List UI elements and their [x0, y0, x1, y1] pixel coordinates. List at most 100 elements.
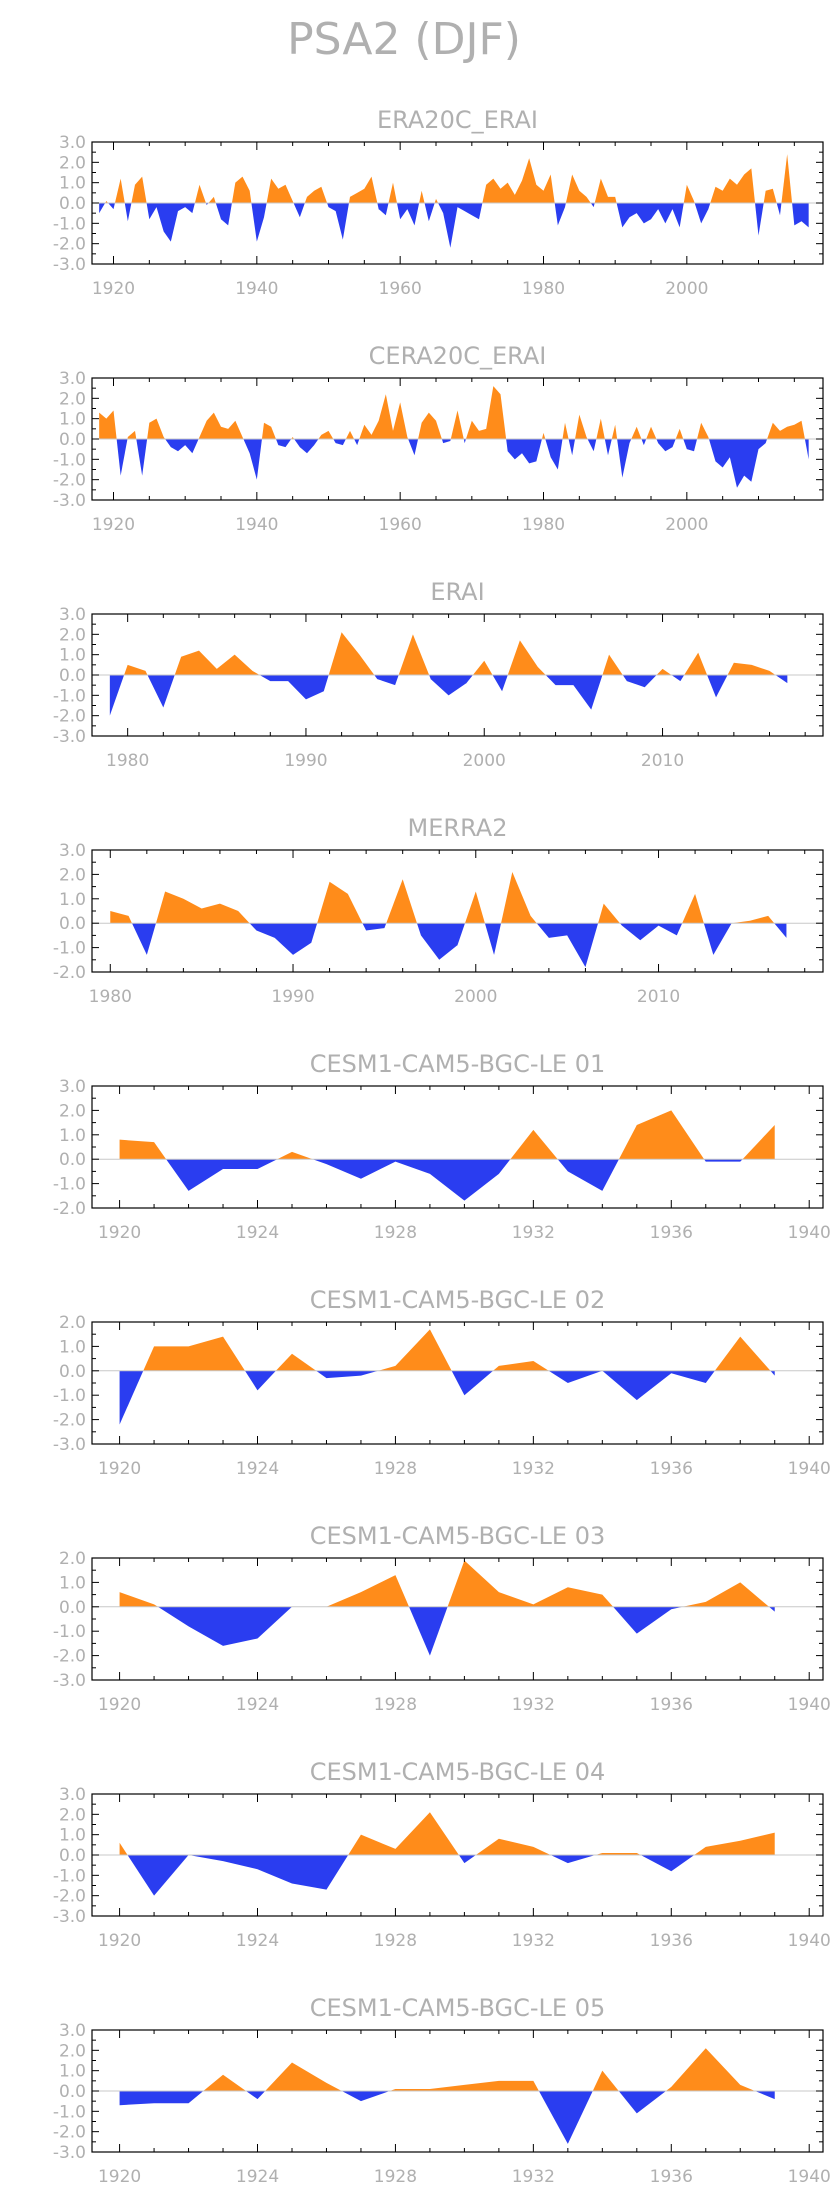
negative-area	[484, 923, 502, 955]
y-tick-label: 0.0	[59, 194, 86, 214]
y-tick-label: 3.0	[59, 1077, 86, 1097]
positive-area	[127, 430, 137, 439]
negative-area	[694, 203, 711, 224]
chart-panel: CESM1-CAM5-BGC-LE 05 3.02.01.00.0-1.0-2.0…	[53, 1994, 831, 2187]
positive-area	[291, 436, 295, 439]
y-tick-label: 1.0	[59, 1573, 86, 1593]
negative-area	[622, 675, 657, 688]
negative-area	[259, 675, 329, 700]
y-tick-label: 2.0	[59, 625, 86, 645]
negative-area	[538, 2091, 593, 2144]
x-tick-label: 1920	[98, 1695, 141, 1715]
negative-area	[119, 2091, 204, 2106]
panel-title: CERA20C_ERAI	[369, 342, 547, 370]
y-tick-label: -2.0	[53, 235, 86, 255]
negative-area	[458, 1855, 476, 1864]
x-tick-label: 1980	[106, 751, 149, 771]
negative-area	[312, 1159, 511, 1201]
y-tick-label: 0.0	[59, 1362, 86, 1382]
negative-area	[545, 675, 603, 710]
negative-area	[429, 675, 473, 696]
y-tick-label: 2.0	[59, 2041, 86, 2061]
y-tick-label: 3.0	[59, 2021, 86, 2041]
positive-area	[143, 1336, 245, 1371]
x-tick-label: 2000	[665, 515, 708, 535]
negative-area	[776, 203, 782, 216]
negative-area	[127, 1855, 189, 1896]
positive-area	[261, 422, 276, 439]
negative-area	[618, 2091, 666, 2114]
x-tick-label: 1936	[650, 1459, 693, 1479]
negative-area	[244, 1370, 276, 1391]
y-tick-label: 3.0	[59, 841, 86, 861]
positive-area	[348, 1812, 459, 1855]
negative-area	[246, 2091, 266, 2100]
negative-area	[205, 203, 209, 206]
positive-area	[450, 410, 464, 439]
negative-area	[792, 203, 809, 228]
y-tick-label: 1.0	[59, 890, 86, 910]
y-tick-label: -1.0	[53, 1175, 86, 1195]
y-tick-label: -2.0	[53, 471, 86, 491]
negative-area	[617, 439, 632, 478]
panel-title: CESM1-CAM5-BGC-LE 03	[310, 1522, 606, 1550]
negative-area	[438, 203, 483, 248]
negative-area	[416, 923, 465, 960]
page-title: PSA2 (DJF)	[287, 14, 521, 65]
positive-area	[119, 1139, 167, 1160]
positive-area	[124, 664, 148, 675]
x-tick-label: 1924	[236, 1459, 279, 1479]
x-tick-label: 1940	[788, 1695, 831, 1715]
panel-title: ERA20C_ERAI	[377, 106, 538, 134]
y-tick-label: -1.0	[53, 450, 86, 470]
negative-area	[708, 439, 768, 488]
positive-area	[727, 662, 776, 675]
y-tick-label: -2.0	[53, 1887, 86, 1907]
positive-area	[194, 184, 206, 203]
positive-area	[465, 386, 507, 439]
negative-area	[613, 1606, 683, 1634]
negative-area	[124, 203, 132, 222]
x-tick-label: 1990	[271, 987, 314, 1007]
y-tick-label: 0.0	[59, 430, 86, 450]
positive-area	[472, 660, 493, 675]
x-tick-label: 1980	[522, 279, 565, 299]
y-tick-label: -3.0	[53, 491, 86, 511]
positive-area	[675, 428, 684, 439]
y-tick-label: 1.0	[59, 410, 86, 430]
positive-area	[110, 911, 132, 924]
panel-title: CESM1-CAM5-BGC-LE 02	[310, 1286, 606, 1314]
positive-area	[275, 1353, 317, 1371]
positive-area	[592, 2070, 619, 2091]
positive-area	[105, 200, 109, 203]
negative-area	[587, 439, 597, 452]
positive-area	[386, 879, 417, 924]
negative-area	[294, 439, 319, 454]
negative-area	[441, 439, 451, 444]
x-tick-label: 1980	[89, 987, 132, 1007]
x-tick-label: 1920	[98, 1223, 141, 1243]
positive-area	[731, 915, 775, 924]
negative-area	[604, 439, 612, 456]
y-tick-label: 1.0	[59, 646, 86, 666]
y-tick-label: 1.0	[59, 2062, 86, 2082]
y-tick-label: 0.0	[59, 1846, 86, 1866]
y-tick-label: 0.0	[59, 2082, 86, 2102]
positive-area	[208, 196, 216, 203]
positive-area	[482, 158, 555, 203]
negative-area	[354, 439, 360, 446]
negative-area	[641, 439, 647, 446]
x-tick-label: 1990	[284, 751, 327, 771]
positive-area	[710, 168, 756, 203]
y-tick-label: -1.0	[53, 2102, 86, 2122]
positive-area	[682, 1582, 769, 1607]
positive-area	[155, 891, 250, 924]
chart-panel: ERAI 3.02.01.00.0-1.0-2.0-3.0 1980 1990 2000…	[53, 578, 824, 771]
positive-area	[596, 418, 605, 439]
positive-area	[507, 640, 546, 675]
x-tick-label: 1932	[512, 1695, 555, 1715]
negative-area	[671, 675, 685, 682]
panel-title: MERRA2	[408, 814, 508, 842]
negative-area	[770, 1370, 775, 1376]
x-tick-label: 1920	[98, 1459, 141, 1479]
